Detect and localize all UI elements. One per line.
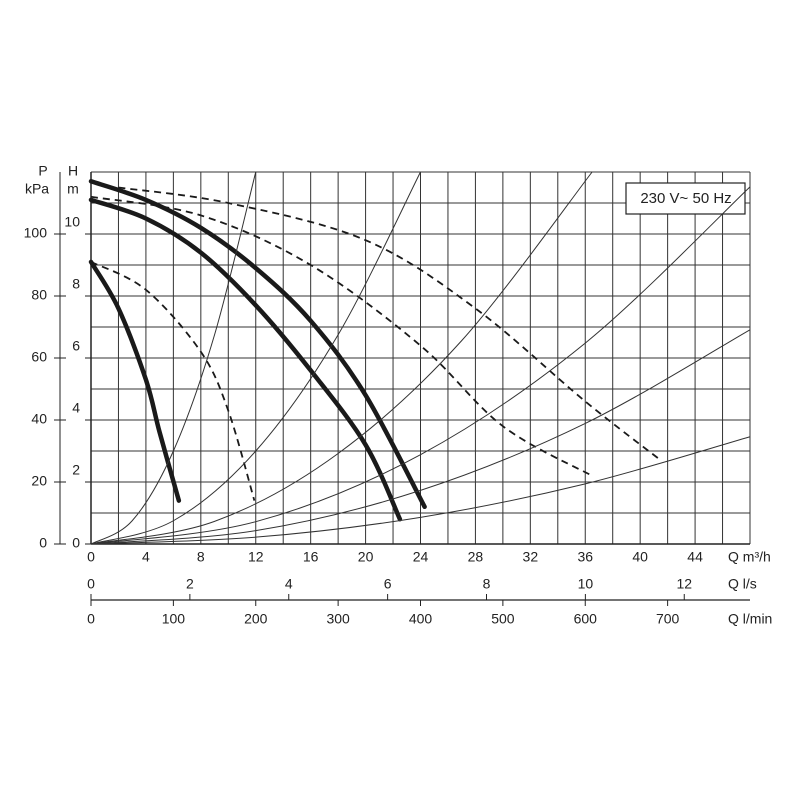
x2-tick-label: 2 <box>186 576 194 592</box>
y2-tick-label: 40 <box>31 411 47 427</box>
curve-dashed <box>90 261 256 501</box>
x2-tick-label: 0 <box>87 576 95 592</box>
x-tick-label: 16 <box>303 549 319 565</box>
x-label: Q m³/h <box>728 549 771 565</box>
x-tick-label: 28 <box>468 549 484 565</box>
x3-tick-label: 700 <box>656 611 680 627</box>
y-label: H <box>68 163 78 179</box>
curve-dashed <box>90 195 593 477</box>
y-tick-label: 8 <box>72 276 80 292</box>
curve-thin <box>90 171 257 545</box>
curve-thin <box>90 186 751 545</box>
x2-tick-label: 6 <box>384 576 392 592</box>
y2-tick-label: 20 <box>31 473 47 489</box>
x-tick-label: 36 <box>577 549 593 565</box>
x3-tick-label: 600 <box>574 611 598 627</box>
curve-solid <box>88 197 403 522</box>
x-tick-label: 0 <box>87 549 95 565</box>
x2-label: Q l/s <box>728 576 757 592</box>
y-tick-label: 0 <box>72 535 80 551</box>
x-tick-label: 24 <box>413 549 429 565</box>
y-tick-label: 10 <box>64 214 80 230</box>
x-tick-label: 40 <box>632 549 648 565</box>
x3-tick-label: 500 <box>491 611 515 627</box>
curve-dashed <box>118 186 662 462</box>
y-tick-label: 4 <box>72 400 80 416</box>
x3-tick-label: 300 <box>326 611 350 627</box>
y-tick-label: 2 <box>72 462 80 478</box>
curve-solid <box>88 179 427 510</box>
curve-solid <box>88 259 182 503</box>
x3-tick-label: 0 <box>87 611 95 627</box>
x2-tick-label: 8 <box>483 576 491 592</box>
x-tick-label: 20 <box>358 549 374 565</box>
y2-unit: kPa <box>25 181 49 197</box>
x2-tick-label: 4 <box>285 576 293 592</box>
y2-tick-label: 100 <box>24 225 48 241</box>
y-tick-label: 6 <box>72 338 80 354</box>
curve-thin <box>90 171 421 545</box>
x3-tick-label: 100 <box>162 611 186 627</box>
x-tick-label: 12 <box>248 549 264 565</box>
y-unit: m <box>67 181 79 197</box>
x3-tick-label: 200 <box>244 611 268 627</box>
y2-tick-label: 0 <box>39 535 47 551</box>
x-tick-label: 8 <box>197 549 205 565</box>
x3-label: Q l/min <box>728 611 772 627</box>
box-label: 230 V~ 50 Hz <box>640 190 731 207</box>
y2-tick-label: 80 <box>31 287 47 303</box>
x-tick-label: 4 <box>142 549 150 565</box>
label-box <box>625 182 746 215</box>
curve-thin <box>90 329 751 545</box>
curve-thin <box>90 436 751 545</box>
x2-tick-label: 10 <box>578 576 594 592</box>
y2-tick-label: 60 <box>31 349 47 365</box>
x3-tick-label: 400 <box>409 611 433 627</box>
y2-label: P <box>38 163 47 179</box>
x-tick-label: 44 <box>687 549 703 565</box>
x2-tick-label: 12 <box>676 576 692 592</box>
curve-thin <box>90 171 593 545</box>
x-tick-label: 32 <box>523 549 539 565</box>
